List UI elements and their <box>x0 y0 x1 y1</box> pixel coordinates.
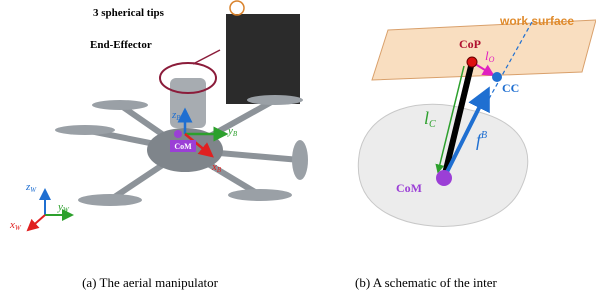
robot-sketch <box>358 104 527 226</box>
frame-label: xW <box>9 219 22 232</box>
frame-label: xB <box>211 161 222 174</box>
work-surface <box>372 20 596 80</box>
com-dot <box>174 130 182 138</box>
frame-label: zW <box>25 181 37 194</box>
annotation: End-Effector <box>90 39 152 51</box>
cop-dot <box>467 57 477 67</box>
com-dot <box>436 170 452 186</box>
end-effector-photo <box>226 14 300 104</box>
pointer <box>193 50 220 64</box>
frame-label: yW <box>57 201 70 214</box>
com-label: CoM <box>396 181 422 195</box>
panel-a: 3 spherical tips End-Effector CoM zB yB … <box>9 1 308 290</box>
cc-dot <box>492 72 502 82</box>
caption: (b) A schematic of the inter <box>355 275 498 290</box>
cop-label: CoP <box>459 37 481 51</box>
com-label: CoM <box>174 142 192 151</box>
cc-label: CC <box>502 81 519 95</box>
figure: 3 spherical tips End-Effector CoM zB yB … <box>0 0 596 296</box>
surface-label: work surface <box>499 14 574 28</box>
annotation: 3 spherical tips <box>93 7 165 19</box>
caption: (a) The aerial manipulator <box>82 275 219 290</box>
tip-marker <box>230 1 244 15</box>
axis-x <box>28 215 45 230</box>
panel-b: work surface CoP CC lO lC fB CoM (b) A s… <box>355 14 596 290</box>
frame-label: yB <box>227 125 238 138</box>
